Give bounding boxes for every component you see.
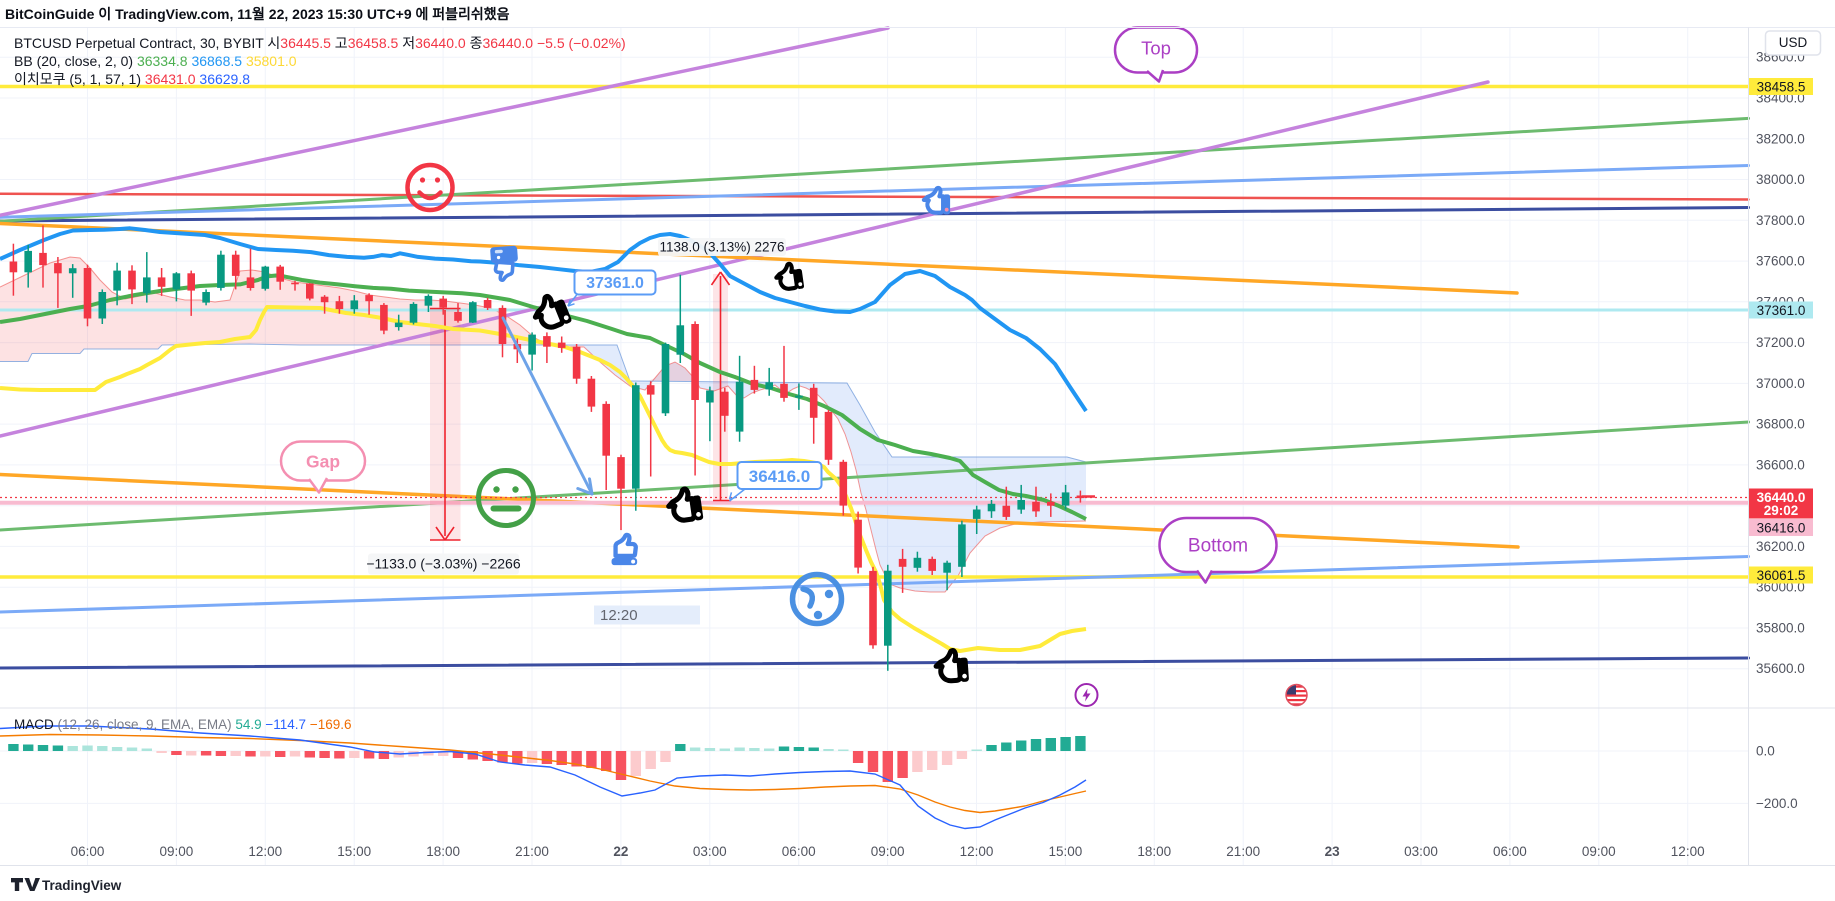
svg-text:21:00: 21:00 (1226, 844, 1260, 859)
svg-text:MACD (12, 26, close, 9, EMA, E: MACD (12, 26, close, 9, EMA, EMA) 54.9 −… (14, 717, 352, 732)
svg-text:37200.0: 37200.0 (1756, 335, 1805, 350)
svg-text:BB (20, close, 2, 0) 36334.8: BB (20, close, 2, 0) 36334.8 36868.5 358… (14, 53, 297, 69)
svg-text:37361.0: 37361.0 (586, 275, 644, 292)
svg-text:12:00: 12:00 (1671, 844, 1705, 859)
svg-text:TradingView: TradingView (42, 878, 122, 893)
svg-text:35600.0: 35600.0 (1756, 661, 1805, 676)
svg-text:38458.5: 38458.5 (1757, 80, 1806, 95)
svg-text:이치모쿠 (5, 1, 57, 1) 36431.0 3: 이치모쿠 (5, 1, 57, 1) 36431.0 36629.8 (14, 71, 250, 87)
svg-text:09:00: 09:00 (1582, 844, 1616, 859)
svg-text:03:00: 03:00 (693, 844, 727, 859)
svg-text:21:00: 21:00 (515, 844, 549, 859)
svg-text:36800.0: 36800.0 (1756, 417, 1805, 432)
svg-text:38000.0: 38000.0 (1756, 172, 1805, 187)
svg-text:12:20: 12:20 (600, 607, 638, 624)
svg-text:36200.0: 36200.0 (1756, 539, 1805, 554)
svg-text:22: 22 (613, 844, 628, 859)
svg-text:06:00: 06:00 (1493, 844, 1527, 859)
svg-text:12:00: 12:00 (960, 844, 994, 859)
svg-text:−200.0: −200.0 (1756, 796, 1798, 811)
svg-text:12:00: 12:00 (248, 844, 282, 859)
svg-text:37361.0: 37361.0 (1757, 303, 1806, 318)
svg-text:37800.0: 37800.0 (1756, 213, 1805, 228)
svg-text:06:00: 06:00 (71, 844, 105, 859)
svg-text:36440.0: 36440.0 (1757, 490, 1806, 505)
svg-text:1138.0 (3.13%) 2276: 1138.0 (3.13%) 2276 (659, 240, 784, 255)
svg-text:Bottom: Bottom (1188, 536, 1248, 557)
svg-text:−1133.0 (−3.03%) −2266: −1133.0 (−3.03%) −2266 (366, 556, 520, 572)
svg-text:35800.0: 35800.0 (1756, 621, 1805, 636)
svg-text:06:00: 06:00 (782, 844, 816, 859)
svg-text:09:00: 09:00 (871, 844, 905, 859)
svg-text:18:00: 18:00 (426, 844, 460, 859)
svg-text:USD: USD (1779, 35, 1808, 50)
svg-text:BitCoinGuide 이 TradingView.com: BitCoinGuide 이 TradingView.com, 11월 22, … (5, 6, 510, 22)
svg-text:03:00: 03:00 (1404, 844, 1438, 859)
svg-text:37600.0: 37600.0 (1756, 254, 1805, 269)
svg-text:38200.0: 38200.0 (1756, 131, 1805, 146)
svg-text:18:00: 18:00 (1137, 844, 1171, 859)
svg-text:36416.0: 36416.0 (1757, 521, 1806, 536)
svg-text:37000.0: 37000.0 (1756, 376, 1805, 391)
svg-text:15:00: 15:00 (1049, 844, 1083, 859)
svg-text:15:00: 15:00 (337, 844, 371, 859)
svg-text:Gap: Gap (306, 452, 340, 472)
svg-text:36061.5: 36061.5 (1757, 568, 1806, 583)
svg-text:09:00: 09:00 (160, 844, 194, 859)
svg-text:0.0: 0.0 (1756, 744, 1775, 759)
svg-text:Top: Top (1141, 38, 1171, 59)
svg-text:29:02: 29:02 (1764, 503, 1799, 518)
svg-text:36416.0: 36416.0 (749, 467, 810, 486)
svg-text:23: 23 (1325, 844, 1341, 859)
svg-text:BTCUSD Perpetual Contract, 30,: BTCUSD Perpetual Contract, 30, BYBIT 시36… (14, 35, 626, 51)
svg-text:36600.0: 36600.0 (1756, 457, 1805, 472)
